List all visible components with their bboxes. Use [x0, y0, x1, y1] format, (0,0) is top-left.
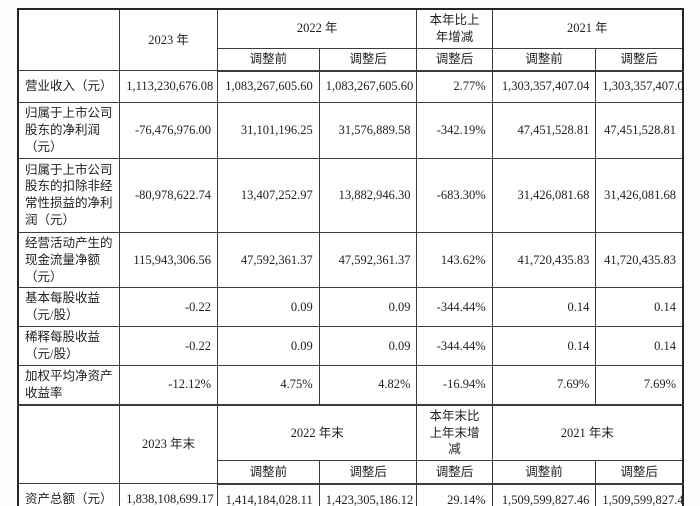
header-yearend-2022: 2022 年末	[216, 403, 418, 462]
cell-value: 0.09	[216, 326, 320, 366]
cell-value: -0.22	[119, 326, 218, 366]
cell-value: 41,720,435.83	[491, 231, 597, 289]
cell-value: 115,943,306.56	[119, 231, 218, 289]
row-label: 稀释每股收益（元/股）	[17, 326, 121, 366]
cell-value: 0.09	[318, 326, 418, 366]
cell-value: 0.09	[318, 287, 418, 328]
cell-value: -76,476,976.00	[119, 102, 218, 159]
subheader-after-adjust: 调整后	[595, 47, 684, 72]
cell-value: 31,426,081.68	[491, 157, 597, 233]
table-row: 资产总额（元） 1,838,108,699.17 1,414,184,028.1…	[17, 483, 684, 506]
cell-value: 7.69%	[595, 364, 684, 406]
header-blank	[17, 8, 121, 72]
subheader-after-adjust: 调整后	[416, 460, 493, 485]
cell-value: 0.14	[491, 326, 597, 366]
cell-value: -12.12%	[119, 364, 218, 406]
cell-value: 2.77%	[416, 70, 493, 104]
cell-value: 31,426,081.68	[595, 157, 684, 233]
subheader-after-adjust: 调整后	[318, 47, 418, 72]
cell-value: 13,407,252.97	[216, 157, 320, 233]
cell-value: 1,423,305,186.12	[318, 483, 418, 506]
subheader-before-adjust: 调整前	[491, 460, 597, 485]
subheader-before-adjust: 调整前	[491, 47, 597, 72]
row-label: 基本每股收益（元/股）	[17, 287, 121, 328]
header-blank	[17, 403, 121, 485]
header-year-2022: 2022 年	[216, 8, 418, 49]
header-change-yearend: 本年末比上年末增减	[416, 403, 493, 462]
cell-value: 0.09	[216, 287, 320, 328]
cell-value: 1,083,267,605.60	[318, 70, 418, 104]
cell-value: -342.19%	[416, 102, 493, 159]
subheader-after-adjust: 调整后	[416, 47, 493, 72]
header-year-2021: 2021 年	[491, 8, 684, 49]
subheader-before-adjust: 调整前	[216, 47, 320, 72]
cell-value: 31,101,196.25	[216, 102, 320, 159]
cell-value: 1,303,357,407.04	[595, 70, 684, 104]
header-change-yoy: 本年比上年增减	[416, 8, 493, 49]
cell-value: 1,838,108,699.17	[119, 483, 218, 506]
subheader-after-adjust: 调整后	[318, 460, 418, 485]
row-label: 归属于上市公司股东的扣除非经常性损益的净利润（元）	[17, 157, 121, 233]
cell-value: 41,720,435.83	[595, 231, 684, 289]
cell-value: 7.69%	[491, 364, 597, 406]
table-row: 归属于上市公司股东的扣除非经常性损益的净利润（元） -80,978,622.74…	[17, 157, 684, 233]
cell-value: 4.75%	[216, 364, 320, 406]
table-row: 稀释每股收益（元/股） -0.22 0.09 0.09 -344.44% 0.1…	[17, 326, 684, 366]
cell-value: 47,451,528.81	[491, 102, 597, 159]
cell-value: 47,592,361.37	[318, 231, 418, 289]
cell-value: -683.30%	[416, 157, 493, 233]
subheader-before-adjust: 调整前	[216, 460, 320, 485]
cell-value: 0.14	[595, 326, 684, 366]
cell-value: 31,576,889.58	[318, 102, 418, 159]
row-label: 营业收入（元）	[17, 70, 121, 104]
table-row: 归属于上市公司股东的净利润（元） -76,476,976.00 31,101,1…	[17, 102, 684, 159]
header-yearend-2021: 2021 年末	[491, 403, 684, 462]
row-label: 资产总额（元）	[17, 483, 121, 506]
cell-value: 1,113,230,676.08	[119, 70, 218, 104]
cell-value: -344.44%	[416, 287, 493, 328]
cell-value: -80,978,622.74	[119, 157, 218, 233]
cell-value: 0.14	[491, 287, 597, 328]
cell-value: 47,592,361.37	[216, 231, 320, 289]
cell-value: 143.62%	[416, 231, 493, 289]
cell-value: 1,303,357,407.04	[491, 70, 597, 104]
row-label: 归属于上市公司股东的净利润（元）	[17, 102, 121, 159]
cell-value: 1,083,267,605.60	[216, 70, 320, 104]
financial-summary-table: 2023 年 2022 年 本年比上年增减 2021 年 调整前 调整后 调整后…	[17, 8, 684, 506]
cell-value: -16.94%	[416, 364, 493, 406]
table-row: 营业收入（元） 1,113,230,676.08 1,083,267,605.6…	[17, 70, 684, 104]
subheader-after-adjust: 调整后	[595, 460, 684, 485]
header-yearend-2023: 2023 年末	[119, 403, 218, 485]
cell-value: 1,414,184,028.11	[216, 483, 320, 506]
table-row: 基本每股收益（元/股） -0.22 0.09 0.09 -344.44% 0.1…	[17, 287, 684, 328]
cell-value: 47,451,528.81	[595, 102, 684, 159]
table-row: 加权平均净资产收益率 -12.12% 4.75% 4.82% -16.94% 7…	[17, 364, 684, 406]
header-year-2023: 2023 年	[119, 8, 218, 72]
cell-value: -0.22	[119, 287, 218, 328]
row-label: 经营活动产生的现金流量净额（元）	[17, 231, 121, 289]
cell-value: -344.44%	[416, 326, 493, 366]
cell-value: 0.14	[595, 287, 684, 328]
cell-value: 13,882,946.30	[318, 157, 418, 233]
cell-value: 1,509,599,827.46	[595, 483, 684, 506]
cell-value: 4.82%	[318, 364, 418, 406]
table-row: 经营活动产生的现金流量净额（元） 115,943,306.56 47,592,3…	[17, 231, 684, 289]
cell-value: 29.14%	[416, 483, 493, 506]
row-label: 加权平均净资产收益率	[17, 364, 121, 406]
cell-value: 1,509,599,827.46	[491, 483, 597, 506]
